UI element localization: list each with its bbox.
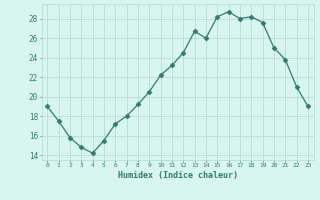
X-axis label: Humidex (Indice chaleur): Humidex (Indice chaleur)	[118, 171, 237, 180]
